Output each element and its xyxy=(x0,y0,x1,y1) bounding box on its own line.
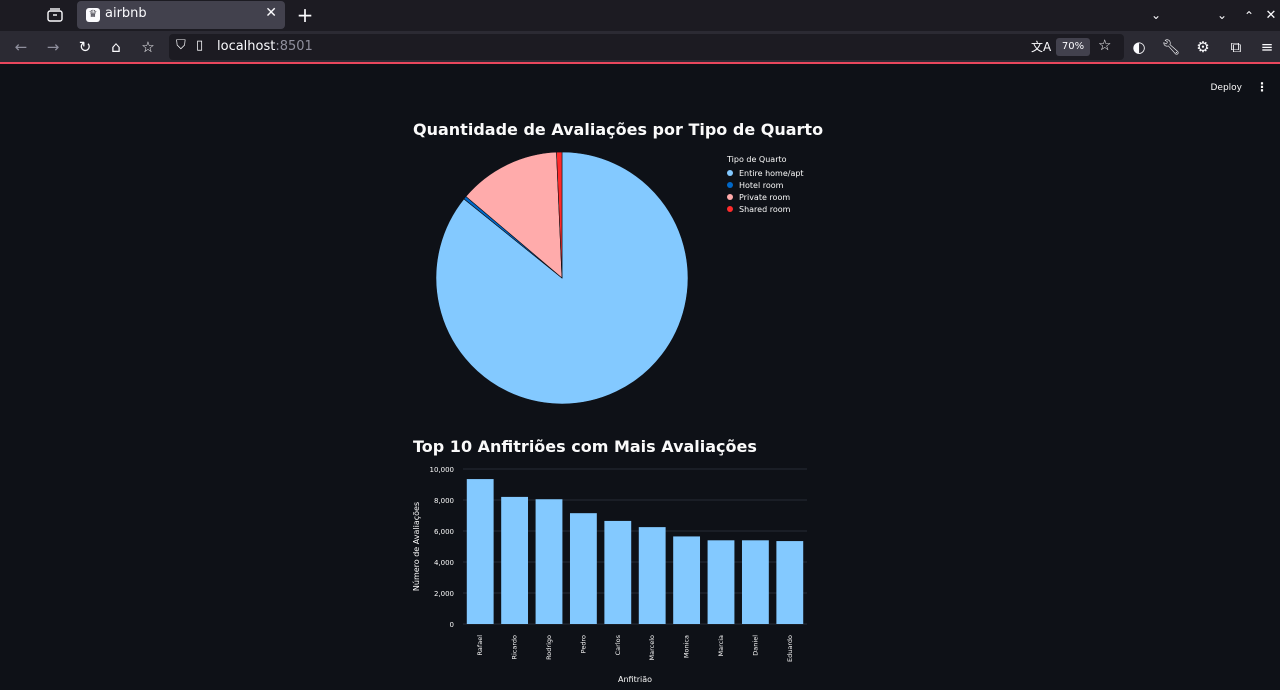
bar-monica[interactable] xyxy=(673,536,701,624)
y-axis-label: Número de Avaliações xyxy=(412,502,421,591)
bar-pedro[interactable] xyxy=(569,513,597,624)
streamlit-crown-icon: ♛ xyxy=(86,8,100,22)
pie-chart-title: Quantidade de Avaliações por Tipo de Qua… xyxy=(413,120,824,139)
tab-title: airbnb xyxy=(105,6,147,21)
pie-slice-shared-room[interactable] xyxy=(556,151,563,279)
pie-slice-entire-home-apt[interactable] xyxy=(435,151,689,405)
x-tick-label: Marcia xyxy=(717,635,725,657)
new-tab-icon[interactable]: + xyxy=(296,3,314,27)
legend-swatch xyxy=(727,182,733,188)
legend-title: Tipo de Quarto xyxy=(727,155,787,164)
translate-icon[interactable]: 文A xyxy=(1031,40,1052,54)
legend-item[interactable]: Entire home/apt xyxy=(727,167,804,179)
legend-swatch xyxy=(727,194,733,200)
bar-ricardo[interactable] xyxy=(501,496,529,624)
x-tick-label: Eduardo xyxy=(786,635,794,662)
legend-item[interactable]: Private room xyxy=(727,191,804,203)
pie-slice-private-room[interactable] xyxy=(465,151,563,279)
account-icon[interactable]: ◐ xyxy=(1132,38,1146,56)
hamburger-menu-icon[interactable]: ≡ xyxy=(1260,38,1274,56)
x-tick-label: Ricardo xyxy=(511,635,519,660)
extension-star-icon[interactable]: ☆ xyxy=(141,38,155,56)
pie-chart xyxy=(435,151,689,405)
bar-rafael[interactable] xyxy=(466,479,494,624)
legend-label: Shared room xyxy=(739,204,791,214)
bar-marcelo[interactable] xyxy=(638,527,666,624)
url-text[interactable]: localhost:8501 xyxy=(217,39,313,54)
close-window-icon[interactable]: ✕ xyxy=(1265,7,1277,23)
bar-daniel[interactable] xyxy=(741,540,769,624)
reload-icon[interactable]: ↻ xyxy=(78,38,92,56)
zoom-level[interactable]: 70% xyxy=(1056,38,1090,56)
url-bar[interactable]: ⛉ ▯ localhost:8501 文A 70% ☆ xyxy=(169,34,1124,60)
browser-tab-bar: ♛ airbnb ✕ + ⌄ ⌄ ⌃ ✕ xyxy=(0,0,1280,31)
page-icon[interactable]: ▯ xyxy=(196,38,204,53)
minimize-icon[interactable]: ⌄ xyxy=(1216,8,1228,22)
x-axis-label: Anfitrião xyxy=(618,675,652,684)
forward-icon[interactable]: → xyxy=(46,38,60,56)
x-tick-label: Daniel xyxy=(751,635,759,656)
list-tabs-icon[interactable]: ⌄ xyxy=(1150,8,1162,22)
streamlit-app: Deploy ⋮ Quantidade de Avaliações por Ti… xyxy=(0,66,1280,690)
legend-label: Entire home/apt xyxy=(739,168,804,178)
bar-carlos[interactable] xyxy=(604,520,632,624)
x-tick-label: Rafael xyxy=(476,635,484,656)
back-icon[interactable]: ← xyxy=(14,38,28,56)
browser-nav-bar: ← → ↻ ⌂ ☆ ⛉ ▯ localhost:8501 文A 70% ☆ ◐ … xyxy=(0,31,1280,64)
legend-swatch xyxy=(727,206,733,212)
url-port: :8501 xyxy=(275,39,313,54)
bar-marcia[interactable] xyxy=(707,540,735,624)
legend-swatch xyxy=(727,170,733,176)
legend-item[interactable]: Shared room xyxy=(727,203,804,215)
x-tick-label: Monica xyxy=(683,635,691,658)
bar-chart-title: Top 10 Anfitriões com Mais Avaliações xyxy=(413,437,757,456)
y-tick-label: 0 xyxy=(450,621,454,629)
deploy-button[interactable]: Deploy xyxy=(1210,83,1242,93)
main-menu-icon[interactable]: ⋮ xyxy=(1256,80,1268,94)
y-tick-label: 8,000 xyxy=(434,497,454,505)
maximize-icon[interactable]: ⌃ xyxy=(1243,9,1255,23)
shield-icon[interactable]: ⛉ xyxy=(176,38,186,53)
close-tab-icon[interactable]: ✕ xyxy=(265,5,277,21)
wrench-icon[interactable]: 🔧︎ xyxy=(1161,38,1181,56)
x-tick-label: Pedro xyxy=(579,635,587,653)
tab-airbnb[interactable]: ♛ airbnb ✕ xyxy=(77,1,285,29)
x-tick-label: Carlos xyxy=(614,634,622,655)
pie-legend: Tipo de Quarto Entire home/apt Hotel room… xyxy=(727,155,804,215)
x-tick-label: Rodrigo xyxy=(545,635,553,660)
bar-eduardo[interactable] xyxy=(776,541,804,624)
gear-icon[interactable]: ⚙ xyxy=(1196,38,1210,56)
url-host: localhost xyxy=(217,39,276,54)
bar-chart: 0 2,000 4,000 6,000 8,000 10,000 Rafael Ricardo… xyxy=(412,466,807,684)
x-tick-label: Marcelo xyxy=(648,635,656,660)
y-tick-label: 6,000 xyxy=(434,528,454,536)
legend-item[interactable]: Hotel room xyxy=(727,179,804,191)
tab-overview-icon[interactable] xyxy=(44,5,66,25)
bookmark-star-icon[interactable]: ☆ xyxy=(1098,36,1112,54)
y-tick-label: 2,000 xyxy=(434,590,454,598)
y-tick-label: 4,000 xyxy=(434,559,454,567)
legend-label: Private room xyxy=(739,192,791,202)
extensions-icon[interactable]: ⧉ xyxy=(1230,38,1242,56)
y-tick-label: 10,000 xyxy=(430,466,455,474)
home-icon[interactable]: ⌂ xyxy=(111,38,121,56)
legend-label: Hotel room xyxy=(739,180,784,190)
bar-rodrigo[interactable] xyxy=(535,499,563,624)
